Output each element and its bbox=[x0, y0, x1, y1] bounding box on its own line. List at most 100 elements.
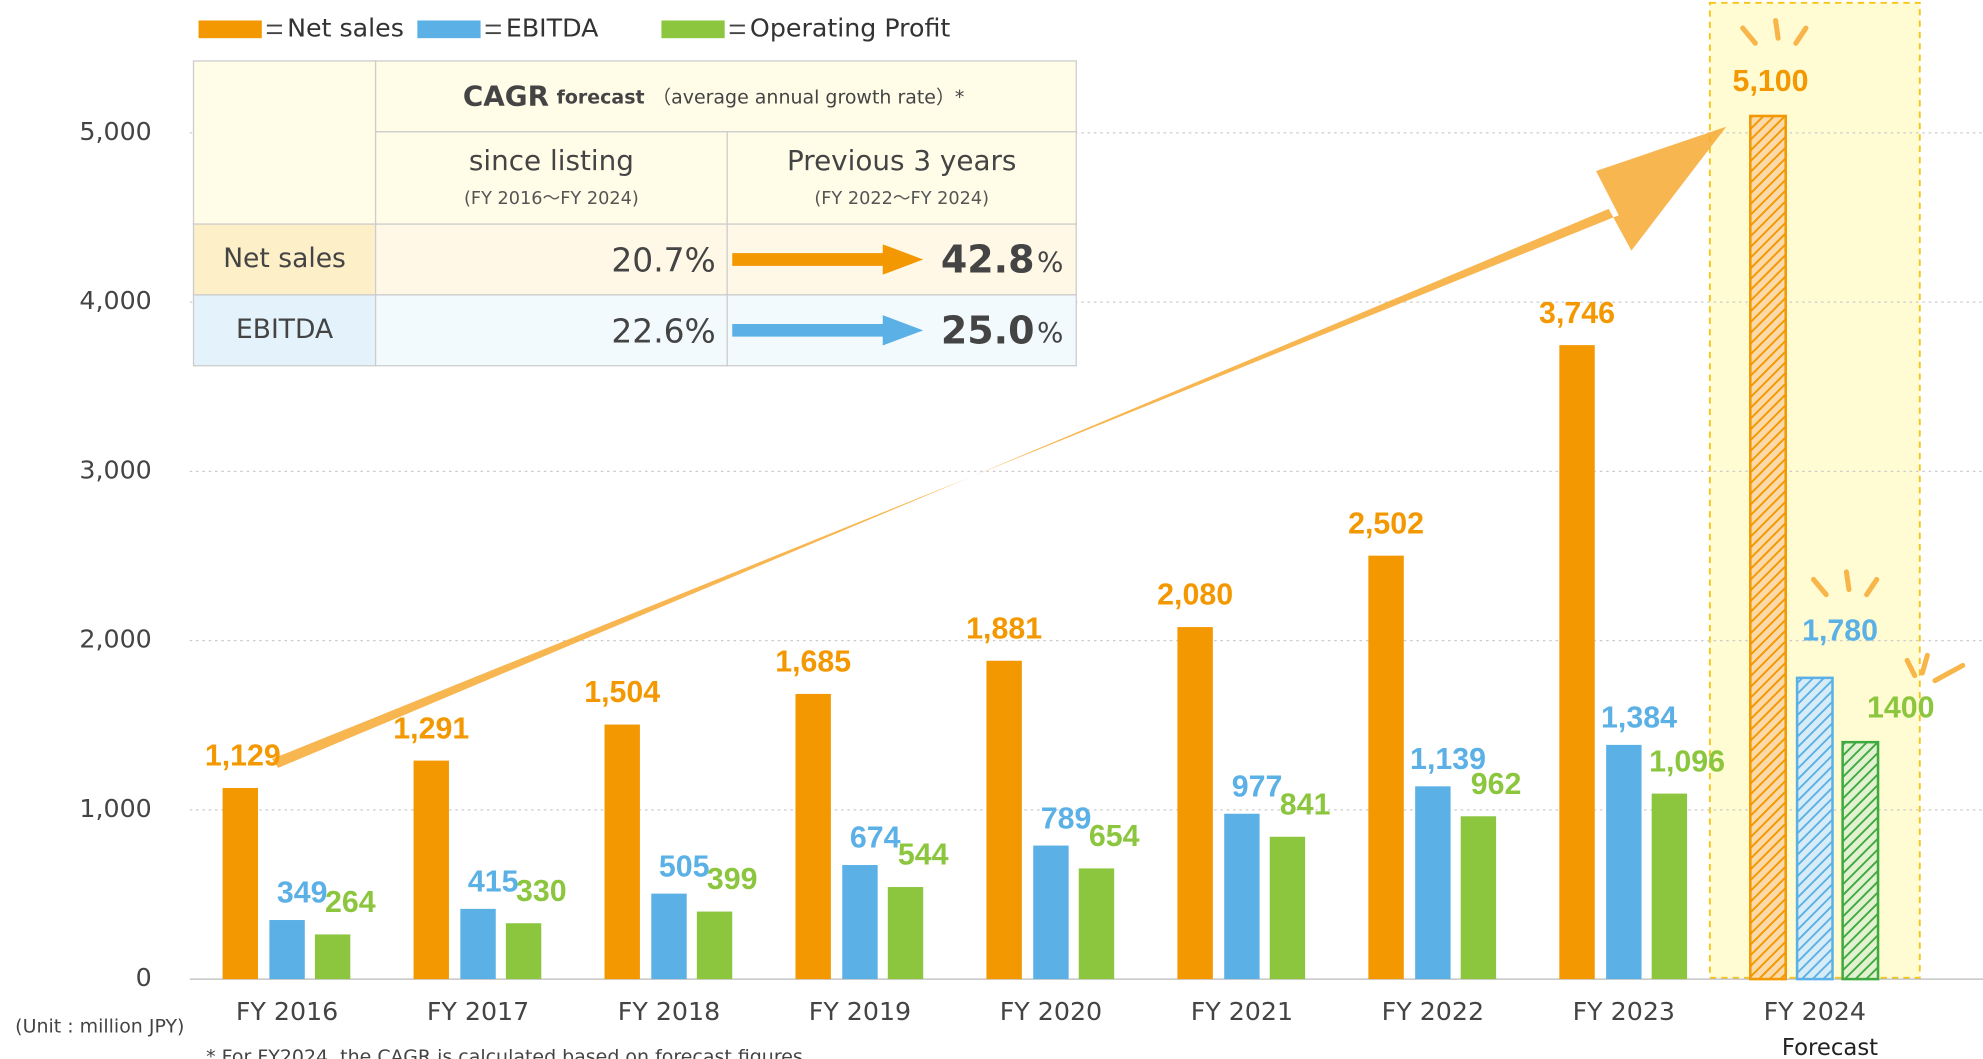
bar bbox=[1415, 786, 1451, 980]
legend-label: EBITDA bbox=[506, 13, 599, 42]
cagr-arrow bbox=[732, 315, 924, 346]
row-label: EBITDA bbox=[236, 314, 333, 345]
bar bbox=[1460, 816, 1497, 980]
legend-swatch bbox=[417, 20, 481, 39]
x-tick-label: FY 2017 bbox=[427, 997, 529, 1026]
table-cell bbox=[726, 131, 1077, 225]
x-tick-label: FY 2021 bbox=[1191, 997, 1293, 1026]
value-label: 330 bbox=[516, 875, 567, 908]
y-tick-label: 3,000 bbox=[79, 455, 151, 484]
value-label: 1,129 bbox=[205, 740, 281, 773]
value-label: 841 bbox=[1280, 788, 1331, 821]
y-tick-label: 1,000 bbox=[79, 794, 151, 823]
value-label: 1,139 bbox=[1410, 743, 1486, 776]
value-label: 2,080 bbox=[1157, 579, 1233, 612]
y-tick-label: 2,000 bbox=[79, 625, 151, 654]
value-label: 399 bbox=[707, 863, 758, 896]
column-sublabel: (FY 2022～FY 2024) bbox=[814, 189, 989, 209]
x-tick-label: FY 2022 bbox=[1382, 997, 1484, 1026]
cagr-value: 22.6% bbox=[611, 311, 715, 350]
bar bbox=[1795, 676, 1834, 981]
bar bbox=[314, 934, 351, 980]
bar bbox=[842, 865, 878, 980]
table-cell bbox=[374, 60, 1077, 133]
value-label: 264 bbox=[325, 886, 376, 919]
table-cell bbox=[192, 60, 377, 225]
bar bbox=[1559, 345, 1595, 980]
footnote: * For FY2024, the CAGR is calculated bas… bbox=[206, 1046, 803, 1059]
value-label: 654 bbox=[1089, 820, 1140, 853]
table-title: CAGR forecast （average annual growth rate）… bbox=[463, 80, 965, 113]
x-tick-label: FY 2020 bbox=[1000, 997, 1102, 1026]
cagr-value-bold: 25.0 bbox=[941, 308, 1035, 352]
x-tick-label: FY 2023 bbox=[1573, 997, 1675, 1026]
bar bbox=[1078, 868, 1115, 980]
bar bbox=[887, 887, 924, 980]
bar bbox=[604, 724, 640, 980]
value-label: 962 bbox=[1471, 768, 1522, 801]
x-tick-label: FY 2018 bbox=[618, 997, 720, 1026]
bar bbox=[1269, 836, 1306, 980]
value-label: 5,100 bbox=[1733, 65, 1809, 98]
bar bbox=[1368, 555, 1404, 980]
value-label: 1,504 bbox=[584, 676, 660, 709]
cagr-arrow bbox=[732, 244, 924, 275]
bar bbox=[1033, 845, 1069, 980]
bar bbox=[1177, 627, 1213, 980]
legend-label: Net sales bbox=[287, 13, 404, 42]
table-cell bbox=[374, 294, 728, 367]
y-tick-label: 4,000 bbox=[79, 286, 151, 315]
bar bbox=[1841, 740, 1880, 981]
value-label: 1400 bbox=[1867, 691, 1935, 724]
value-label: 3,746 bbox=[1539, 297, 1615, 330]
bar bbox=[696, 911, 733, 980]
column-sublabel: (FY 2016～FY 2024) bbox=[464, 189, 639, 209]
legend-swatch bbox=[661, 20, 725, 39]
value-label: 1,881 bbox=[966, 612, 1042, 645]
table-cell bbox=[192, 294, 377, 367]
value-label: 674 bbox=[850, 822, 901, 855]
value-label: 1,384 bbox=[1601, 702, 1677, 735]
table-cell bbox=[192, 223, 377, 296]
bar bbox=[505, 923, 542, 980]
value-label: 789 bbox=[1041, 802, 1092, 835]
column-label: Previous 3 years bbox=[787, 144, 1016, 177]
value-label: 415 bbox=[468, 866, 519, 899]
cagr-unit: % bbox=[1037, 245, 1063, 278]
x-tick-label: FY 2016 bbox=[236, 997, 338, 1026]
legend-swatch bbox=[198, 20, 262, 39]
value-label: 1,780 bbox=[1802, 614, 1878, 647]
bar bbox=[795, 693, 831, 980]
bar bbox=[986, 660, 1022, 980]
column-label: since listing bbox=[469, 144, 634, 177]
cagr-unit: % bbox=[1037, 316, 1063, 349]
x-tick-label: FY 2024 bbox=[1764, 997, 1866, 1026]
x-tick-label: FY 2019 bbox=[809, 997, 911, 1026]
value-label: 1,291 bbox=[393, 712, 469, 745]
unit-label: (Unit : million JPY) bbox=[15, 1016, 184, 1038]
bar bbox=[651, 893, 687, 980]
bar bbox=[222, 788, 258, 980]
sparkles bbox=[1740, 17, 1966, 684]
value-label: 505 bbox=[659, 850, 710, 883]
bar bbox=[269, 920, 305, 980]
bar bbox=[1224, 813, 1260, 980]
bar bbox=[413, 760, 449, 980]
value-label: 1,096 bbox=[1649, 745, 1725, 778]
growth-arrow bbox=[271, 126, 1727, 768]
table-title-part: forecast bbox=[557, 86, 645, 108]
value-label: 349 bbox=[277, 877, 328, 910]
table-cell bbox=[374, 131, 728, 225]
y-tick-label: 5,000 bbox=[79, 117, 151, 146]
value-label: 1,685 bbox=[775, 646, 851, 679]
value-label: 544 bbox=[898, 839, 949, 872]
table-title-part: （average annual growth rate）* bbox=[652, 86, 964, 108]
table-title-part: CAGR bbox=[463, 80, 549, 113]
value-label: 977 bbox=[1232, 770, 1283, 803]
value-label: 2,502 bbox=[1348, 507, 1424, 540]
row-label: Net sales bbox=[223, 243, 346, 274]
x-tick-sublabel: Forecast bbox=[1782, 1035, 1878, 1059]
bar bbox=[460, 908, 496, 980]
bar bbox=[1606, 744, 1642, 980]
